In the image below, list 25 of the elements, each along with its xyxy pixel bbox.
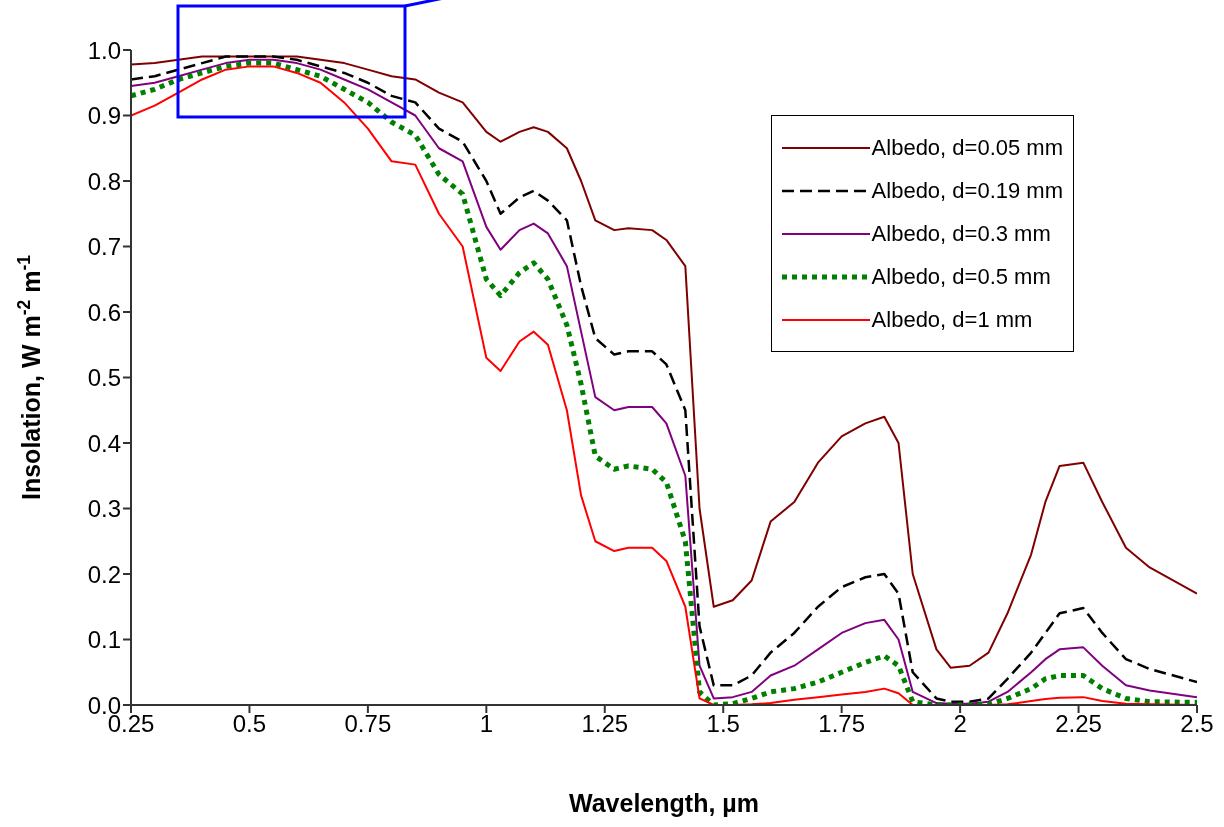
legend-label: Albedo, d=0.5 mm <box>871 263 1051 290</box>
x-axis-title: Wavelength, µm <box>569 789 759 817</box>
y-tick-label: 0.1 <box>87 626 121 654</box>
y-tick-label: 0.9 <box>87 102 121 130</box>
legend-label: Albedo, d=0.19 mm <box>871 177 1063 204</box>
x-tick-label: 2.25 <box>1055 710 1102 738</box>
x-tick-label: 1.5 <box>706 710 740 738</box>
y-tick-label: 0.5 <box>87 364 121 392</box>
x-tick-label: 2.5 <box>1180 710 1214 738</box>
x-tick-label: 2 <box>953 710 967 738</box>
y-tick-label: 1.0 <box>87 36 121 64</box>
legend-label: Albedo, d=1 mm <box>871 306 1033 333</box>
x-tick-label: 1.25 <box>581 710 629 738</box>
y-tick-label: 0.6 <box>87 298 121 326</box>
y-tick-label: 0.2 <box>87 560 121 588</box>
x-tick-label: 0.5 <box>232 710 267 738</box>
y-tick-label: 0.4 <box>87 429 121 457</box>
x-tick-label: 1.75 <box>818 710 866 738</box>
y-tick-label: 0.3 <box>87 495 121 523</box>
legend-label: Albedo, d=0.05 mm <box>871 134 1063 161</box>
x-tick-label: 1 <box>479 710 494 738</box>
y-tick-label: 0.7 <box>87 233 121 261</box>
legend-label: Albedo, d=0.3 mm <box>871 220 1051 247</box>
y-tick-label: 0.8 <box>87 167 121 195</box>
x-tick-label: 0.75 <box>344 710 392 738</box>
